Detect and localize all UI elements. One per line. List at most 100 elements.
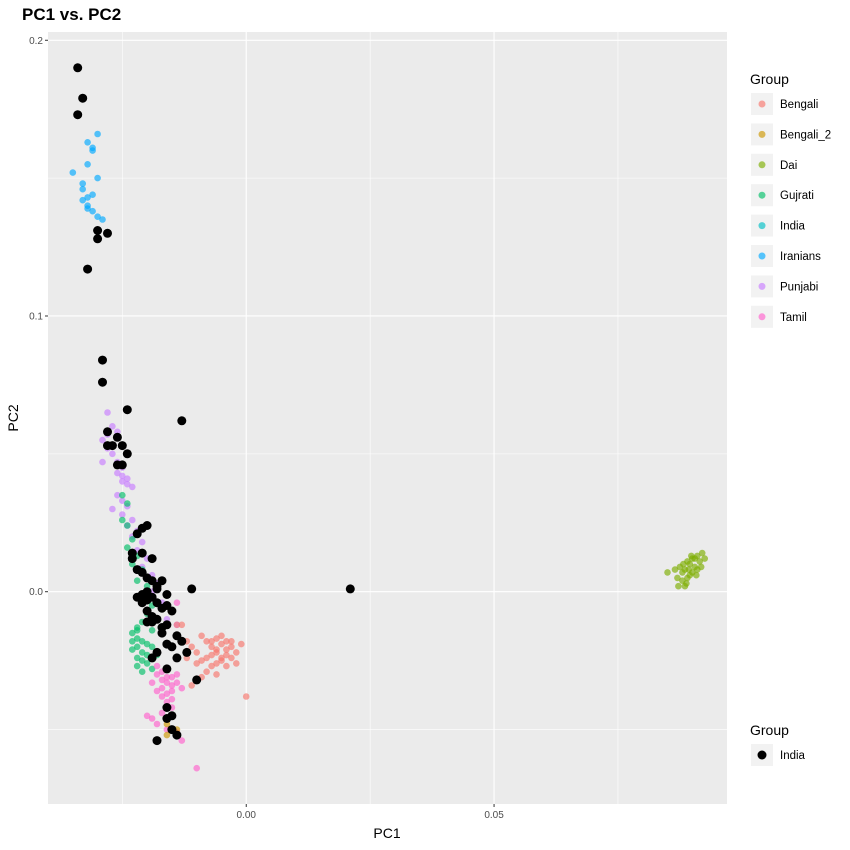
point-india <box>152 736 162 746</box>
point-india <box>162 714 172 723</box>
plot-panel <box>48 32 727 804</box>
point-tamil <box>153 671 161 678</box>
y-tick-label: 0.0 <box>29 587 43 598</box>
point-dai <box>698 549 706 557</box>
point-tamil <box>173 671 181 678</box>
legend-label: Iranians <box>780 251 821 263</box>
legend-key-swatch <box>758 130 766 138</box>
point-dai <box>686 560 694 568</box>
point-india <box>78 93 88 103</box>
point-india <box>132 565 142 575</box>
legend-key-swatch <box>758 100 766 108</box>
point-india <box>98 355 107 365</box>
point-punjabi <box>124 475 131 483</box>
point-india <box>112 432 122 442</box>
point-punjabi <box>129 516 136 524</box>
point-gujrati <box>138 638 146 645</box>
legend-1: Group Bengali Bengali_2 Dai Gujrati India Iran… <box>750 71 831 328</box>
point-punjabi <box>119 497 126 505</box>
point-dai <box>674 574 681 582</box>
point-tamil <box>153 720 161 728</box>
point-dai <box>693 571 700 579</box>
point-tamil <box>173 599 181 606</box>
point-tamil <box>173 679 181 686</box>
point-iranians <box>89 144 96 152</box>
point-india <box>172 653 182 663</box>
x-tick-label: 0.00 <box>237 810 257 821</box>
point-tamil <box>163 679 171 686</box>
point-punjabi <box>124 480 131 488</box>
point-dai <box>679 569 686 576</box>
point-dai <box>664 569 671 576</box>
point-gujrati <box>143 640 151 648</box>
point-india <box>73 63 83 73</box>
point-india <box>177 636 187 646</box>
point-dai <box>701 555 708 562</box>
point-punjabi <box>109 423 116 430</box>
point-bengali <box>213 671 220 678</box>
point-india <box>162 664 172 674</box>
point-india <box>147 554 157 564</box>
point-punjabi <box>119 478 126 485</box>
point-punjabi <box>138 538 146 546</box>
point-india <box>142 595 152 605</box>
point-punjabi <box>109 505 116 513</box>
point-dai <box>683 580 690 587</box>
point-gujrati <box>148 643 156 651</box>
point-iranians <box>84 194 91 201</box>
point-india <box>127 554 137 564</box>
legend-2: Group India <box>750 722 806 766</box>
legend-label: Gujrati <box>780 190 814 202</box>
point-india <box>103 228 112 238</box>
point-gujrati <box>148 665 156 673</box>
point-india <box>122 405 132 415</box>
point-india <box>112 460 122 470</box>
point-bengali <box>203 654 210 662</box>
point-punjabi <box>104 409 111 416</box>
point-gujrati <box>148 627 156 634</box>
point-india <box>93 226 103 235</box>
legend-key-swatch <box>758 161 766 169</box>
point-bengali <box>233 660 240 667</box>
point-bengali-2 <box>163 731 171 739</box>
point-bengali <box>203 668 210 675</box>
point-bengali <box>178 621 186 629</box>
point-dai <box>684 574 691 582</box>
point-gujrati <box>119 516 126 524</box>
point-punjabi <box>114 469 121 477</box>
point-india <box>152 581 162 591</box>
point-india <box>345 584 355 594</box>
point-iranians <box>94 130 101 138</box>
point-bengali <box>228 643 235 651</box>
point-tamil <box>158 684 166 692</box>
point-india <box>107 441 117 451</box>
point-india <box>122 449 132 459</box>
point-punjabi <box>99 436 106 444</box>
point-india <box>132 592 142 602</box>
point-gujrati <box>119 491 126 499</box>
point-gujrati <box>124 544 131 551</box>
point-bengali <box>223 638 230 645</box>
point-dai <box>685 566 693 573</box>
point-gujrati <box>129 629 136 637</box>
point-bengali <box>223 651 230 659</box>
point-bengali <box>242 693 250 700</box>
point-iranians <box>79 180 86 187</box>
point-bengali <box>208 662 215 670</box>
point-dai <box>680 560 687 568</box>
point-bengali <box>238 640 245 648</box>
point-dai <box>688 552 695 560</box>
point-iranians <box>99 216 106 223</box>
point-iranians <box>94 213 101 220</box>
legend-label: Bengali <box>780 99 818 111</box>
point-tamil <box>168 673 176 681</box>
point-india <box>73 110 83 120</box>
point-punjabi <box>99 458 106 466</box>
point-iranians <box>84 139 91 146</box>
axis-ticks: 0.00 0.05 0.0 0.1 0.2 <box>29 36 504 821</box>
legend-label: Dai <box>780 160 797 172</box>
point-india <box>142 521 152 530</box>
point-gujrati <box>133 635 141 642</box>
point-bengali <box>188 682 195 689</box>
